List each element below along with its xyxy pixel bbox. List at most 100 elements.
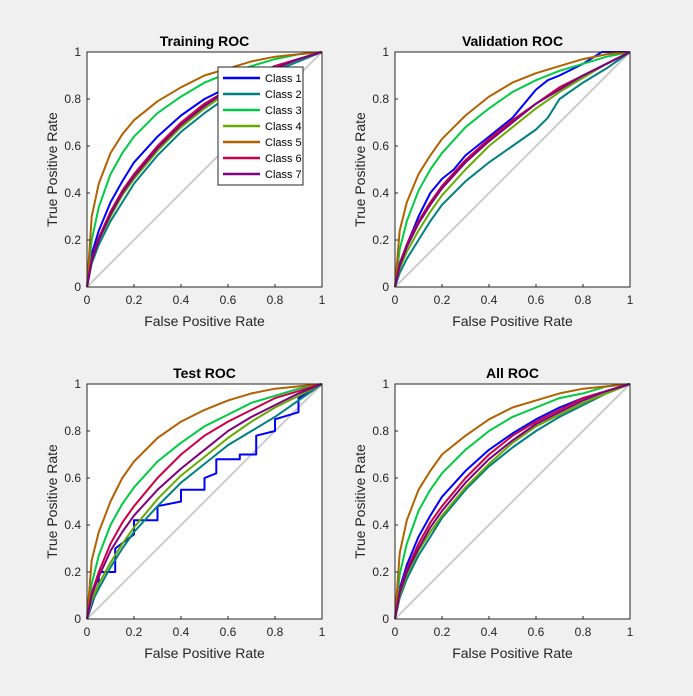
y-tick-label: 0.8	[372, 92, 389, 106]
y-tick-label: 0.8	[64, 424, 81, 438]
x-tick-label: 0.4	[481, 293, 498, 307]
series-layer	[394, 383, 631, 620]
roc-curve-class-7	[394, 51, 631, 288]
chance-diagonal	[394, 383, 631, 620]
roc-curve-class-4	[394, 51, 631, 288]
roc-curve-class-4	[394, 383, 631, 620]
roc-curve-class-7	[394, 383, 631, 620]
ticks-layer: 0 0.2 0.4 0.6 0.8 1 0 0.2 0.4 0.6 0.8 1	[372, 377, 633, 639]
chart-title: All ROC	[486, 365, 539, 381]
chance-diagonal	[394, 51, 631, 288]
roc-curve-class-5	[394, 383, 631, 620]
x-tick-label: 0.4	[173, 293, 190, 307]
y-axis-label: True Positive Rate	[352, 112, 368, 227]
x-tick-label: 0	[84, 293, 91, 307]
y-tick-label: 0.4	[372, 186, 389, 200]
axes-box	[86, 51, 323, 288]
axes-box	[394, 383, 631, 620]
x-tick-label: 0.2	[126, 625, 143, 639]
y-tick-label: 0.6	[372, 139, 389, 153]
y-tick-label: 0.6	[372, 471, 389, 485]
ticks-layer: 0 0.2 0.4 0.6 0.8 1 0 0.2 0.4 0.6 0.8 1	[372, 45, 633, 307]
roc-curve-class-6	[394, 383, 631, 620]
roc-curve-class-2	[86, 383, 323, 620]
x-tick-label: 0.6	[220, 625, 237, 639]
x-axis-label: False Positive Rate	[144, 313, 265, 329]
series-layer	[86, 383, 323, 620]
x-tick-label: 0.6	[528, 625, 545, 639]
roc-curve-class-3	[86, 383, 323, 620]
y-tick-label: 0.4	[64, 186, 81, 200]
legend-label: Class 3	[265, 105, 302, 117]
x-tick-label: 1	[627, 293, 634, 307]
y-axis-label: True Positive Rate	[44, 444, 60, 559]
y-tick-label: 1	[74, 45, 81, 59]
chance-diagonal	[86, 383, 323, 620]
y-tick-label: 1	[382, 45, 389, 59]
y-tick-label: 0.6	[64, 471, 81, 485]
x-axis-label: False Positive Rate	[144, 645, 265, 661]
legend-label: Class 2	[265, 89, 302, 101]
roc-curve-class-7	[86, 383, 323, 620]
ticks-layer: 0 0.2 0.4 0.6 0.8 1 0 0.2 0.4 0.6 0.8 1	[64, 45, 325, 307]
chart-title: Training ROC	[160, 33, 249, 49]
y-tick-label: 0.6	[64, 139, 81, 153]
subplot-training-roc: 0 0.2 0.4 0.6 0.8 1 0 0.2 0.4 0.6 0.8 1 Training RO…	[44, 33, 326, 329]
y-tick-label: 0.2	[372, 233, 389, 247]
y-tick-label: 0	[74, 280, 81, 294]
x-tick-label: 0.6	[220, 293, 237, 307]
legend-label: Class 1	[265, 73, 302, 85]
x-tick-label: 0.6	[528, 293, 545, 307]
roc-curve-class-5	[394, 51, 631, 288]
y-axis-label: True Positive Rate	[352, 444, 368, 559]
roc-curve-class-3	[394, 383, 631, 620]
roc-curve-class-6	[86, 383, 323, 620]
subplot-all-roc: 0 0.2 0.4 0.6 0.8 1 0 0.2 0.4 0.6 0.8 1 All ROC Fal…	[352, 365, 634, 661]
x-tick-label: 0	[392, 293, 399, 307]
y-tick-label: 1	[74, 377, 81, 391]
subplot-validation-roc: 0 0.2 0.4 0.6 0.8 1 0 0.2 0.4 0.6 0.8 1 Validation …	[352, 33, 634, 329]
axes-box	[86, 383, 323, 620]
y-tick-label: 0.4	[372, 518, 389, 532]
x-tick-label: 0.2	[126, 293, 143, 307]
y-tick-label: 0	[74, 612, 81, 626]
legend-label: Class 7	[265, 169, 302, 181]
roc-curve-class-3	[394, 51, 631, 288]
x-tick-label: 0.2	[434, 293, 451, 307]
legend-label: Class 4	[265, 121, 302, 133]
roc-curve-class-2	[394, 383, 631, 620]
x-tick-label: 0.8	[267, 625, 284, 639]
roc-curve-class-5	[86, 383, 323, 620]
y-tick-label: 1	[382, 377, 389, 391]
y-tick-label: 0.2	[64, 565, 81, 579]
legend: Class 1 Class 2 Class 3 Class 4 Class 5 Class…	[217, 66, 304, 186]
y-tick-label: 0.8	[372, 424, 389, 438]
x-tick-label: 0	[84, 625, 91, 639]
x-axis-label: False Positive Rate	[452, 313, 573, 329]
y-tick-label: 0	[382, 612, 389, 626]
roc-curve-class-3	[86, 51, 323, 288]
chart-title: Test ROC	[173, 365, 236, 381]
x-tick-label: 0.4	[481, 625, 498, 639]
x-tick-label: 1	[319, 625, 326, 639]
roc-curve-class-5	[86, 51, 323, 288]
roc-curve-class-2	[394, 51, 631, 288]
y-tick-label: 0	[382, 280, 389, 294]
x-tick-label: 0.4	[173, 625, 190, 639]
y-tick-label: 0.2	[64, 233, 81, 247]
y-tick-label: 0.2	[372, 565, 389, 579]
ticks-layer: 0 0.2 0.4 0.6 0.8 1 0 0.2 0.4 0.6 0.8 1	[64, 377, 325, 639]
x-tick-label: 0.8	[575, 625, 592, 639]
y-tick-label: 0.8	[64, 92, 81, 106]
legend-label: Class 5	[265, 137, 302, 149]
y-tick-label: 0.4	[64, 518, 81, 532]
legend-label: Class 6	[265, 153, 302, 165]
roc-curve-class-4	[86, 383, 323, 620]
x-tick-label: 1	[319, 293, 326, 307]
x-tick-label: 1	[627, 625, 634, 639]
series-layer	[394, 51, 631, 288]
subplot-test-roc: 0 0.2 0.4 0.6 0.8 1 0 0.2 0.4 0.6 0.8 1 Test ROC Fa…	[44, 365, 326, 661]
roc-curve-class-1	[86, 383, 323, 620]
x-tick-label: 0	[392, 625, 399, 639]
